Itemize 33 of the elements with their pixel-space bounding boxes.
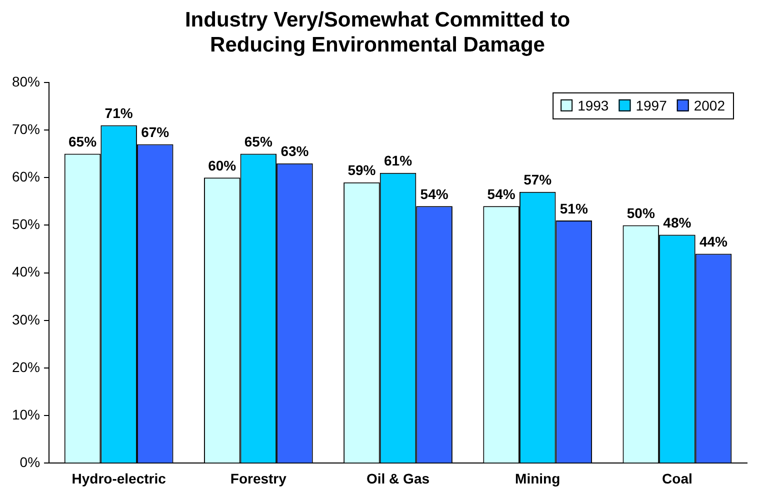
y-tick-label: 70% [12, 120, 40, 137]
y-tick-label: 50% [12, 216, 40, 232]
y-tick-label: 30% [12, 311, 40, 328]
y-tick-label: 10% [12, 406, 40, 422]
x-tick-label: Mining [515, 470, 560, 486]
data-label: 48% [663, 214, 692, 231]
data-label: 50% [626, 205, 656, 222]
data-label: 44% [699, 234, 728, 250]
legend-label: 1997 [636, 97, 668, 114]
chart-title: Industry Very/Somewhat Committed to Reducing Environmental Damage [184, 8, 570, 57]
data-label: 57% [524, 172, 552, 188]
data-label: 71% [104, 105, 134, 122]
y-tick-label: 80% [12, 73, 40, 90]
data-label: 65% [244, 134, 273, 150]
x-tick-label: Oil & Gas [366, 470, 430, 486]
data-label: 61% [384, 152, 413, 169]
x-tick-label: Hydro-electric [72, 470, 166, 486]
data-label: 54% [420, 186, 449, 202]
data-label: 65% [68, 134, 98, 150]
legend-label: 2002 [694, 97, 726, 114]
y-tick-label: 40% [12, 264, 40, 280]
data-label: 60% [208, 157, 237, 174]
data-label: 63% [280, 143, 310, 160]
data-label: 54% [487, 186, 516, 202]
y-tick-label: 0% [20, 454, 40, 470]
y-tick-label: 60% [12, 168, 40, 184]
x-tick-label: Coal [662, 470, 692, 486]
legend-label: 1993 [578, 97, 609, 114]
data-label: 59% [348, 162, 376, 178]
x-tick-label: Forestry [230, 470, 287, 486]
data-label: 51% [560, 200, 588, 216]
y-tick-label: 20% [12, 358, 40, 375]
data-label: 67% [141, 124, 170, 140]
